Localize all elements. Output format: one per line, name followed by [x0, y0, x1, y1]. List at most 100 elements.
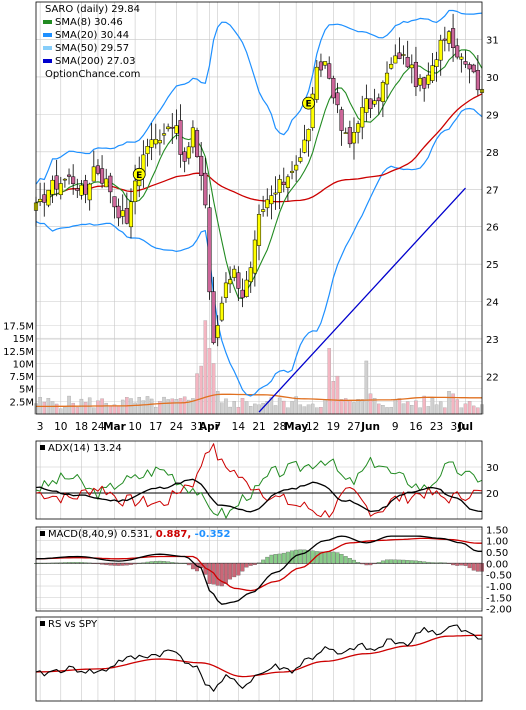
- macd-histogram-bar: [298, 549, 303, 564]
- volume-bar: [422, 395, 426, 415]
- candle-body: [219, 302, 224, 321]
- candle-body: [256, 214, 262, 246]
- macd-histogram-bar: [54, 562, 59, 564]
- macd-histogram-bar: [120, 563, 125, 566]
- candle-body: [95, 165, 100, 174]
- candle-body: [364, 98, 369, 113]
- earnings-callout: [302, 96, 315, 110]
- x-tick-label: Jun: [360, 421, 380, 433]
- candle-body: [195, 130, 200, 157]
- candle-body: [389, 63, 394, 69]
- candle-body: [294, 164, 299, 171]
- candle-body: [153, 138, 158, 145]
- candle-body: [87, 183, 92, 201]
- candle-body: [475, 70, 480, 91]
- candle-body: [166, 126, 171, 130]
- macd-histogram-bar: [236, 563, 241, 576]
- volume-bar: [348, 400, 352, 415]
- candle-body: [38, 198, 43, 202]
- candle-body: [186, 146, 191, 159]
- volume-bar: [232, 401, 236, 415]
- macd-histogram-bar: [360, 563, 365, 565]
- volume-bar: [240, 398, 245, 415]
- macd-histogram-bar: [108, 563, 113, 566]
- x-tick-label: Apr: [199, 421, 221, 433]
- macd-histogram-bar: [364, 563, 369, 566]
- macd-histogram-bar: [219, 563, 224, 587]
- candle-body: [426, 74, 431, 85]
- candle-body: [207, 207, 212, 293]
- macd-histogram-bar: [447, 563, 451, 564]
- candle-body: [228, 279, 233, 285]
- macd-histogram-bar: [475, 563, 480, 572]
- macd-histogram-bar: [426, 561, 431, 564]
- volume-bar: [170, 398, 175, 415]
- volume-bar: [282, 400, 286, 415]
- candle-body: [170, 126, 175, 129]
- macd-histogram-bar: [331, 551, 336, 564]
- volume-bar: [63, 406, 67, 415]
- candle-body: [298, 157, 303, 162]
- volume-bar: [50, 401, 55, 415]
- watermark-text: OptionChance.com: [45, 69, 140, 80]
- macd-histogram-bar: [339, 554, 344, 564]
- macd-tick-label: -2.00: [486, 605, 512, 616]
- macd-histogram-bar: [463, 563, 468, 566]
- macd-histogram-bar: [438, 562, 443, 564]
- macd-histogram-bar: [244, 563, 249, 568]
- volume-bar: [75, 407, 80, 415]
- volume-bar: [236, 407, 241, 415]
- macd-histogram-bar: [380, 560, 385, 564]
- volume-bar: [476, 407, 480, 415]
- candle-body: [240, 289, 245, 299]
- macd-histogram-bar: [137, 563, 142, 564]
- volume-bar: [120, 399, 125, 415]
- candle-body: [356, 123, 361, 133]
- volume-bar: [224, 398, 228, 415]
- macd-histogram-bar: [442, 562, 447, 564]
- x-tick-label: 31: [190, 421, 203, 433]
- candle-body: [261, 209, 266, 212]
- candle-body: [302, 139, 307, 153]
- volume-bar: [162, 396, 166, 415]
- candle-body: [413, 61, 418, 88]
- macd-histogram-bar: [397, 559, 402, 564]
- adx-tick-label: 20: [486, 489, 499, 500]
- macd-histogram-bar: [405, 560, 410, 564]
- price-tick-label: 27: [486, 185, 499, 196]
- candle-body: [79, 184, 84, 196]
- volume-bar: [92, 407, 96, 415]
- earnings-callout-label: E: [305, 100, 311, 110]
- volume-bar: [42, 401, 47, 415]
- macd-histogram-bar: [133, 563, 138, 565]
- candle-body: [397, 52, 402, 59]
- candle-body: [116, 205, 121, 219]
- volume-bar: [298, 404, 303, 415]
- volume-bar: [133, 402, 137, 415]
- x-tick-label: 18: [75, 421, 88, 433]
- candle-body: [438, 39, 443, 61]
- volume-tick-label: 7.5M: [9, 372, 34, 383]
- candle-body: [54, 175, 59, 190]
- candle-body: [401, 54, 406, 56]
- volume-bar: [339, 399, 344, 415]
- macd-histogram-bar: [104, 563, 109, 566]
- volume-bar: [178, 398, 183, 415]
- volume-bar: [447, 391, 451, 415]
- macd-histogram-bar: [343, 556, 348, 564]
- volume-bar: [467, 401, 472, 415]
- candle-body: [46, 189, 51, 206]
- candle-body: [248, 267, 253, 283]
- candle-body: [157, 140, 162, 144]
- volume-bar: [356, 398, 360, 415]
- x-tick-label: 16: [409, 421, 423, 433]
- macd-legend-swatch: [40, 531, 45, 536]
- legend-swatch: [43, 59, 52, 63]
- candle-body: [471, 64, 476, 73]
- macd-histogram-bar: [401, 559, 406, 564]
- rs-line: [35, 624, 483, 692]
- volume-bar: [96, 400, 100, 415]
- macd-histogram-bar: [145, 561, 150, 564]
